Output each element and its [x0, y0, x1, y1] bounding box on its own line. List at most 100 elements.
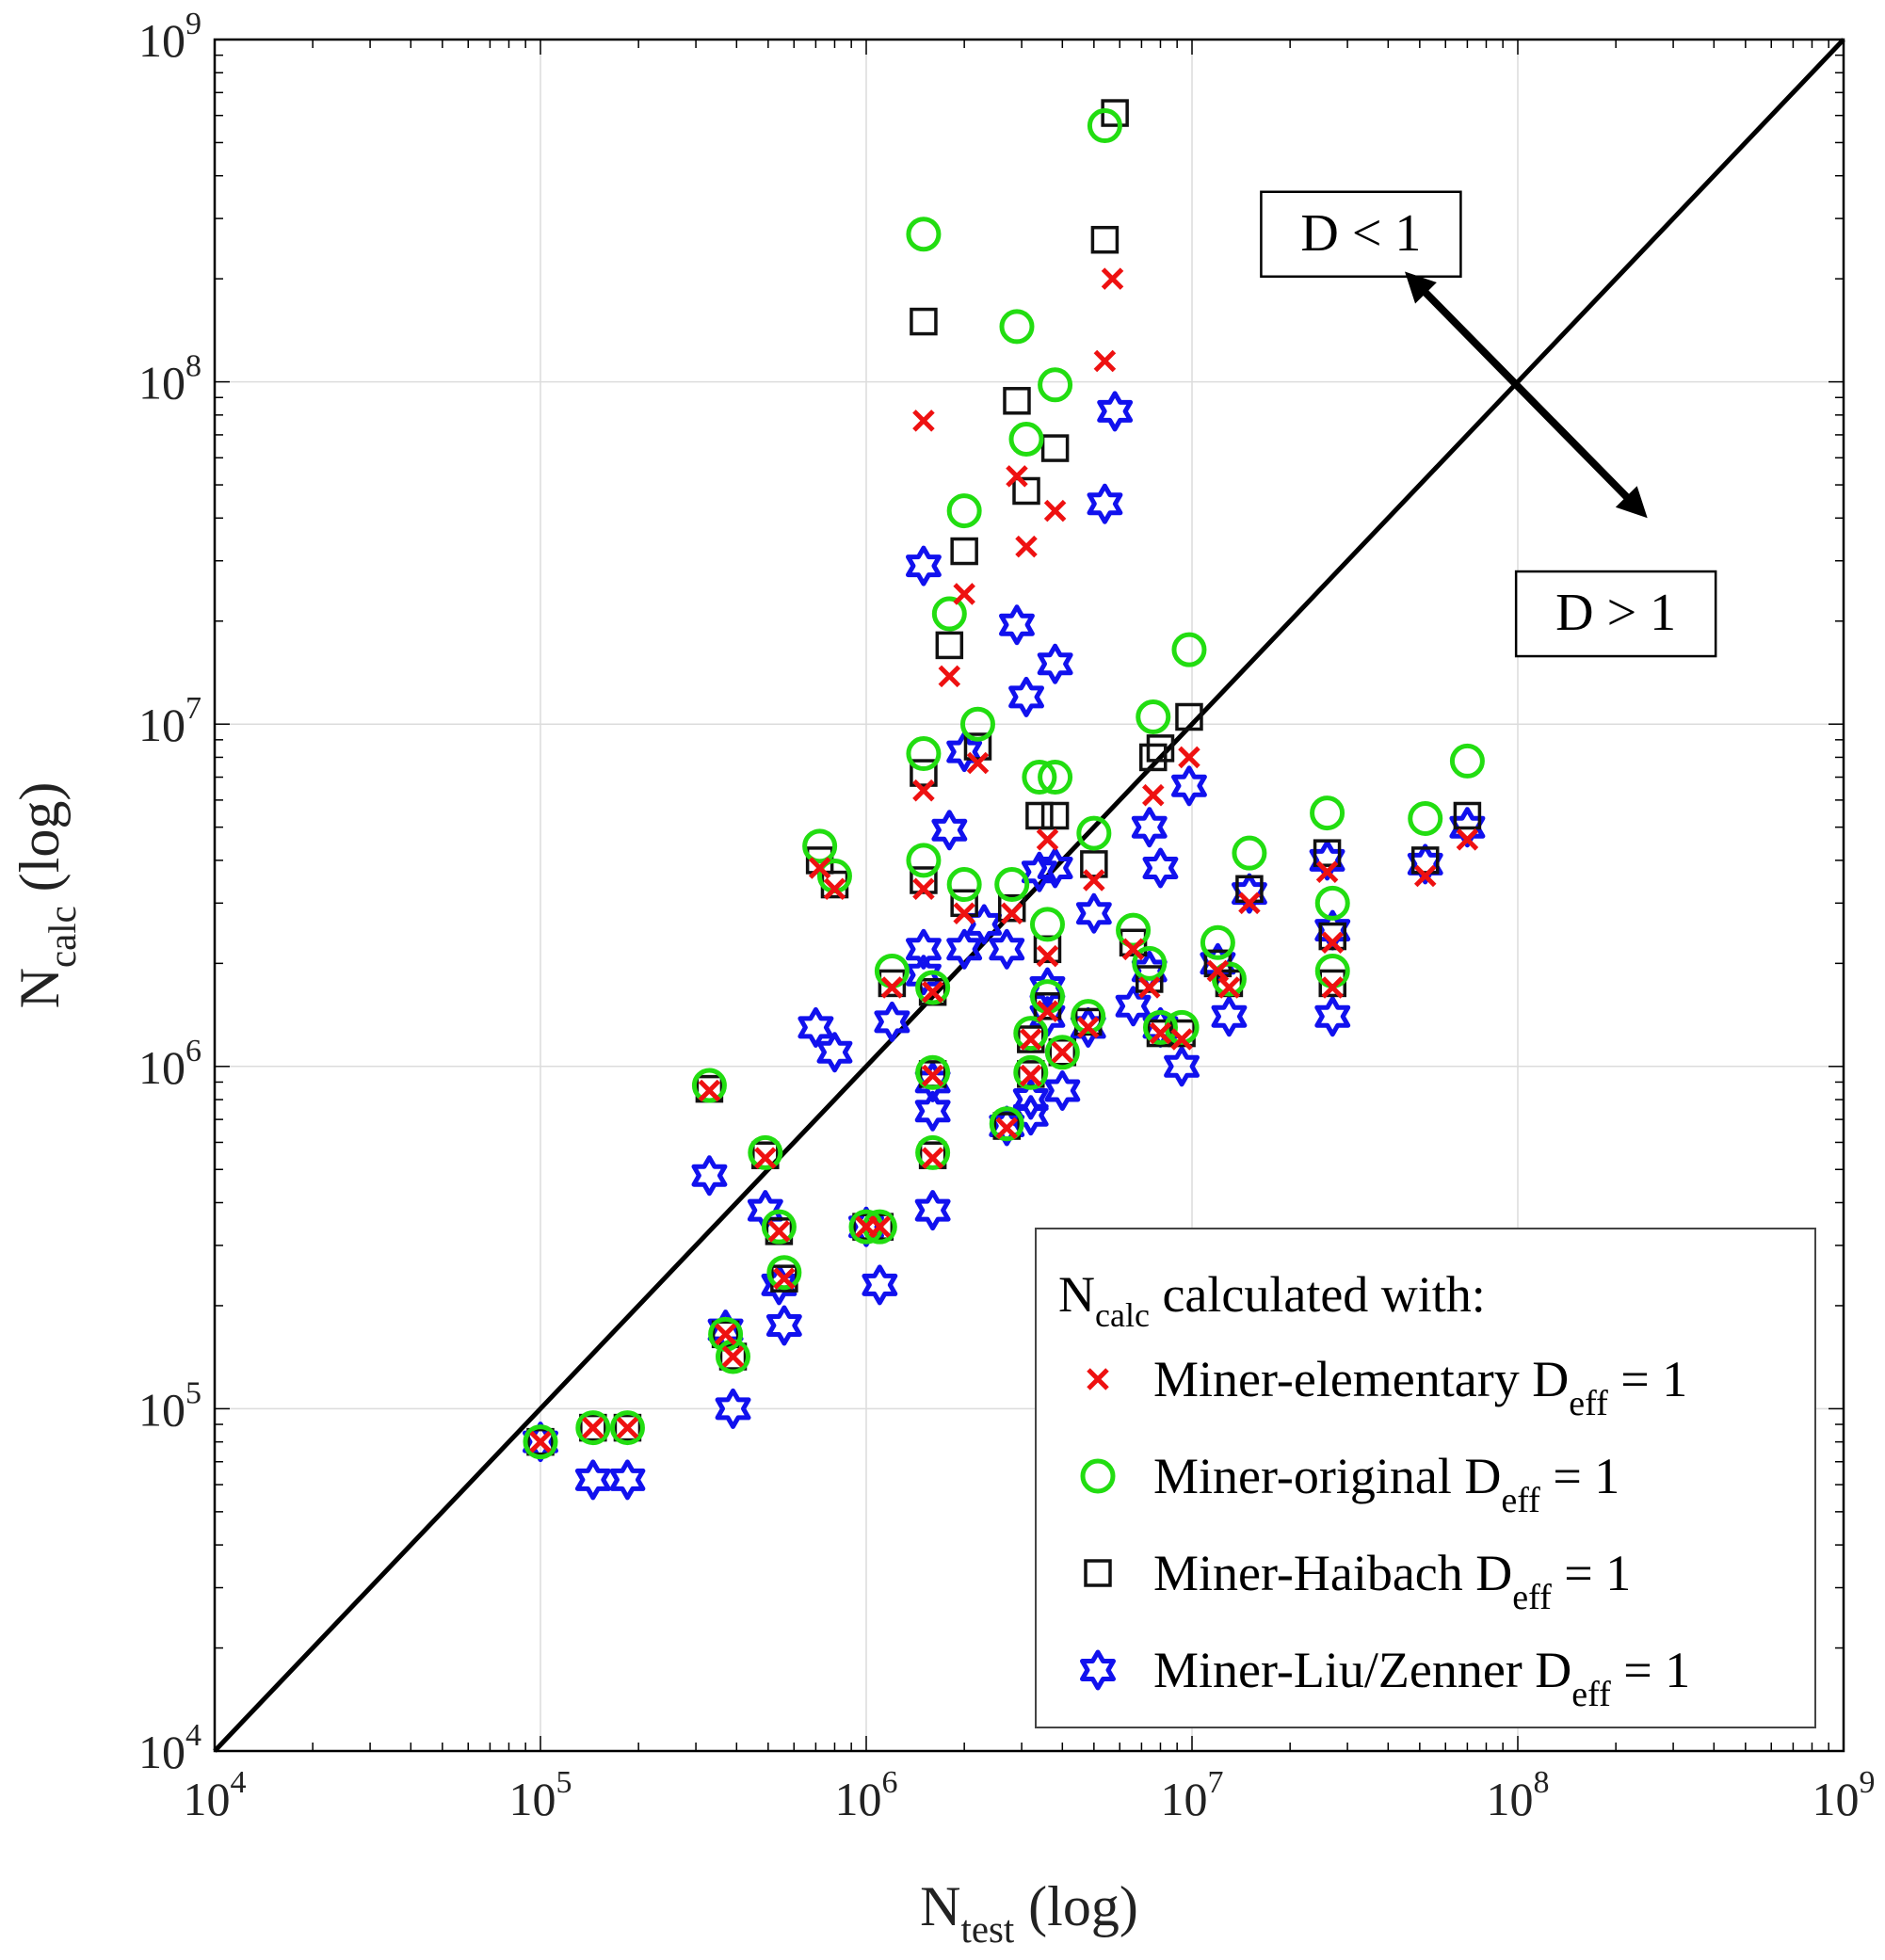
- x-stroke: [868, 1215, 892, 1238]
- data-point-square: [1080, 850, 1108, 878]
- data-point-hexagram: [1029, 967, 1066, 1008]
- data-point-hexagram: [946, 928, 983, 970]
- data-point-x: [808, 857, 831, 879]
- data-point-circle: [1449, 743, 1485, 779]
- data-point-x: [1083, 869, 1105, 892]
- y-tick-label: 109: [138, 7, 201, 67]
- annotation-label: D < 1: [1300, 204, 1421, 263]
- data-point-x: [1456, 828, 1479, 851]
- data-point-hexagram: [1008, 676, 1044, 717]
- annotation-d-less: D < 1: [1260, 190, 1462, 279]
- arrow-head-start: [1405, 271, 1437, 304]
- data-point-circle: [1038, 760, 1073, 795]
- x-stroke: [1206, 959, 1230, 983]
- x-tick-label: 107: [1161, 1765, 1224, 1825]
- data-point-x: [1315, 860, 1339, 883]
- data-point-square: [910, 307, 938, 336]
- data-point-circle: [959, 706, 995, 742]
- data-point-circle: [1008, 421, 1044, 457]
- data-point-x: [1141, 783, 1165, 807]
- data-point-x: [868, 1215, 892, 1238]
- data-point-circle: [931, 596, 967, 632]
- data-point-circle: [946, 493, 982, 529]
- legend-label: Miner-Liu/Zenner Deff = 1: [1153, 1642, 1690, 1714]
- x-stroke: [808, 857, 831, 879]
- data-point-hexagram: [906, 545, 942, 586]
- data-point-circle: [1132, 945, 1168, 981]
- data-point-x: [953, 902, 975, 924]
- data-point-x: [1036, 944, 1059, 968]
- x-tick-label: 104: [184, 1765, 247, 1825]
- data-point-x: [912, 779, 935, 802]
- data-point-hexagram: [874, 1001, 910, 1042]
- data-point-x: [995, 1117, 1019, 1140]
- data-point-circle: [1029, 907, 1065, 942]
- data-point-x: [616, 1416, 639, 1439]
- data-point-circle: [1232, 835, 1267, 871]
- data-point-circle: [1013, 1016, 1049, 1052]
- data-point-square: [1048, 1037, 1077, 1067]
- x-stroke: [921, 1147, 944, 1169]
- legend-title: Ncalc calculated with:: [1058, 1266, 1486, 1334]
- series-x: [529, 267, 1479, 1454]
- data-point-x: [1137, 976, 1161, 999]
- data-point-hexagram: [1021, 851, 1057, 892]
- data-point-x: [823, 877, 846, 901]
- arrow-shaft: [1419, 285, 1634, 504]
- data-point-square: [1136, 965, 1164, 993]
- data-point-x: [1321, 976, 1345, 999]
- data-point-square: [1040, 434, 1070, 462]
- legend-marker-hexagram: [1080, 1649, 1116, 1691]
- axis-labels: Ntest (log) Ncalc (log): [8, 782, 1138, 1951]
- x-stroke: [1051, 1040, 1074, 1064]
- data-point-circle: [575, 1410, 611, 1446]
- legend-item: Miner-Liu/Zenner Deff = 1: [1080, 1642, 1690, 1714]
- x-stroke: [1137, 976, 1161, 999]
- minor-ticks: [214, 40, 1844, 1752]
- data-point-x: [529, 1430, 552, 1454]
- data-point-x: [773, 1267, 796, 1290]
- data-point-square: [1025, 801, 1054, 830]
- data-point-circle: [609, 1410, 645, 1446]
- x-stroke: [767, 1220, 791, 1243]
- data-point-hexagram: [1115, 986, 1152, 1027]
- data-point-x: [1413, 864, 1437, 888]
- x-stroke: [938, 665, 961, 688]
- data-point-circle: [1116, 912, 1152, 948]
- annotation-d-greater: D > 1: [1514, 570, 1717, 658]
- arrow-head-end: [1615, 486, 1648, 519]
- data-point-square: [1003, 387, 1031, 415]
- data-point-square: [579, 1413, 607, 1442]
- annotation-box: [1514, 570, 1717, 658]
- data-point-hexagram: [715, 1388, 751, 1429]
- x-stroke: [1020, 1064, 1042, 1087]
- x-stroke: [754, 1147, 777, 1169]
- x-stroke: [912, 877, 935, 901]
- x-stroke: [1456, 828, 1479, 851]
- data-point-x: [1020, 1064, 1042, 1087]
- data-point-square: [1318, 922, 1347, 951]
- data-point-circle: [1171, 632, 1207, 667]
- data-point-hexagram: [691, 1155, 728, 1197]
- x-stroke: [953, 583, 975, 605]
- legend-label: Miner-original Deff = 1: [1153, 1448, 1619, 1520]
- data-point-x: [1043, 499, 1067, 522]
- data-point-circle: [1200, 924, 1235, 960]
- data-point-hexagram: [816, 1032, 853, 1073]
- data-point-square: [935, 631, 964, 660]
- data-point-hexagram: [1142, 847, 1179, 889]
- data-point-square: [1453, 801, 1482, 830]
- data-point-x: [938, 665, 961, 688]
- data-point-hexagram: [906, 928, 942, 970]
- data-point-square: [1119, 928, 1148, 957]
- x-stroke: [1149, 1021, 1172, 1045]
- x-stroke: [953, 902, 975, 924]
- legend-marker-x: [1087, 1368, 1109, 1390]
- x-stroke: [1141, 783, 1165, 807]
- double-arrow: [1405, 271, 1648, 519]
- data-point-circle: [1038, 367, 1073, 403]
- data-point-hexagram: [989, 928, 1025, 970]
- data-point-hexagram: [1087, 483, 1123, 524]
- data-point-x: [1000, 902, 1023, 924]
